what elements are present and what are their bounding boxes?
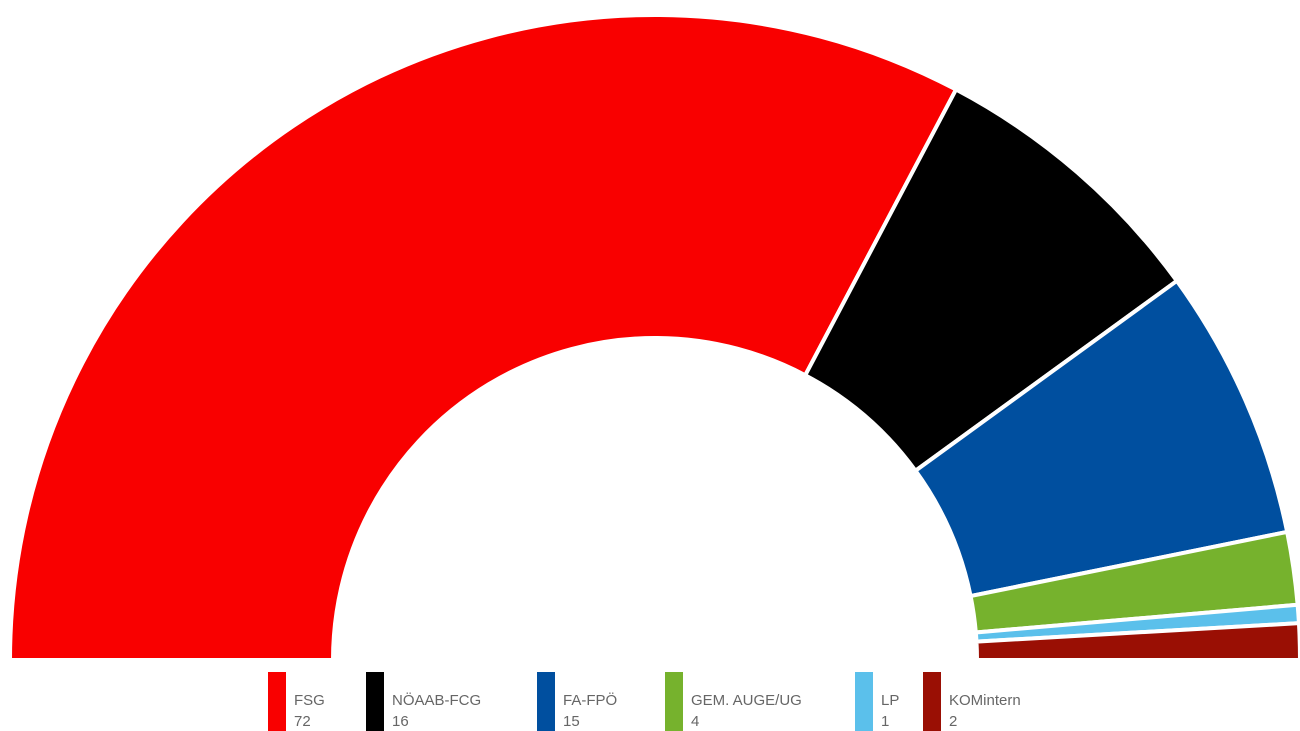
legend-value: 1 (881, 713, 889, 730)
legend-swatch (268, 672, 286, 731)
legend-swatch (665, 672, 683, 731)
legend-value: 15 (563, 713, 580, 730)
legend-value: 16 (392, 713, 409, 730)
legend-label: FSG (294, 692, 325, 709)
legend-label: LP (881, 692, 899, 709)
legend-swatch (537, 672, 555, 731)
legend-value: 4 (691, 713, 699, 730)
legend-swatch (923, 672, 941, 731)
legend-label: NÖAAB-FCG (392, 691, 481, 709)
legend-label: GEM. AUGE/UG (691, 692, 802, 709)
slice (7, 13, 959, 662)
legend-swatch (855, 672, 873, 731)
legend-label: KOMintern (949, 692, 1021, 709)
legend-value: 72 (294, 713, 311, 730)
legend-value: 2 (949, 713, 957, 730)
legend-swatch (366, 672, 384, 731)
legend-label: FA-FPÖ (563, 691, 617, 709)
